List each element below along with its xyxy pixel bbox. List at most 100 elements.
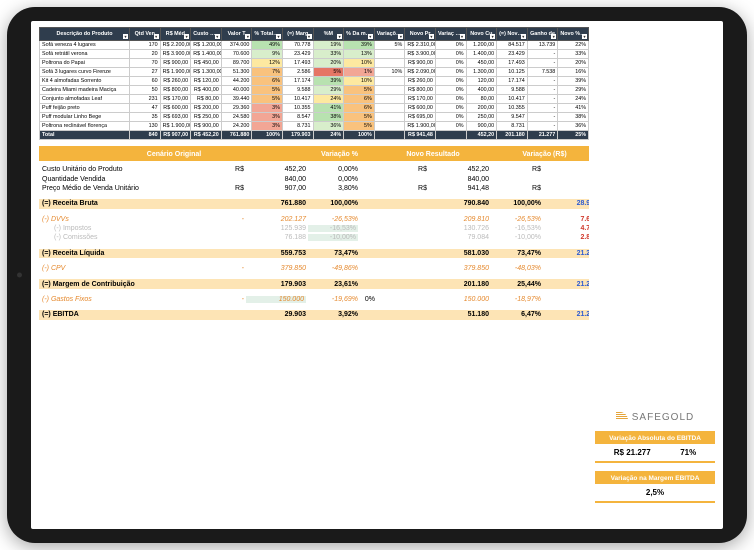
cell[interactable]: R$ 200,00	[191, 104, 222, 113]
cell[interactable]: Sofá 3 lugares curvo Firenze	[40, 68, 130, 77]
cell[interactable]: 6%	[344, 95, 375, 104]
cell[interactable]	[374, 113, 405, 122]
cell[interactable]: R$ 2.310,00	[405, 41, 436, 50]
cell[interactable]: 900,00	[466, 122, 497, 131]
cell[interactable]: 170	[130, 41, 161, 50]
col-header[interactable]: (=) Nova Margem▾	[497, 28, 528, 41]
table-row[interactable]: Puff feijão preto47R$ 600,00R$ 200,0029.…	[40, 104, 589, 113]
col-header[interactable]: (=) Marg▾	[282, 28, 313, 41]
cell[interactable]: Kit 4 almofadas Sorrento	[40, 77, 130, 86]
filter-icon[interactable]: ▾	[184, 34, 189, 39]
cell[interactable]: 374.000	[221, 41, 252, 50]
cell[interactable]: 36%	[558, 122, 589, 131]
cell[interactable]: R$ 2.090,00	[405, 68, 436, 77]
cell[interactable]: 0%	[435, 68, 466, 77]
filter-icon[interactable]: ▾	[551, 34, 556, 39]
cell[interactable]: 13.739	[527, 41, 558, 50]
cell[interactable]: R$ 1.300,00	[191, 68, 222, 77]
col-header[interactable]: Novo Cu▾	[466, 28, 497, 41]
cell[interactable]: 23.429	[497, 50, 528, 59]
cell[interactable]: 20%	[558, 59, 589, 68]
cell[interactable]: 3%	[252, 113, 283, 122]
col-header[interactable]: %M▾	[313, 28, 344, 41]
cell[interactable]: 8.731	[497, 122, 528, 131]
cell[interactable]: 29.360	[221, 104, 252, 113]
cell[interactable]: 51.300	[221, 68, 252, 77]
cell[interactable]: 6%	[344, 104, 375, 113]
cell[interactable]: 29%	[558, 86, 589, 95]
cell[interactable]: 250,00	[466, 113, 497, 122]
cell[interactable]: 5%	[252, 95, 283, 104]
col-header[interactable]: Valor T▾	[221, 28, 252, 41]
cell[interactable]: Conjunto almofadas Leaf	[40, 95, 130, 104]
cell[interactable]: 10%	[344, 59, 375, 68]
cell[interactable]: 50	[130, 86, 161, 95]
cell[interactable]: 84.517	[497, 41, 528, 50]
cell[interactable]: 39.440	[221, 95, 252, 104]
table-row[interactable]: Poltrona reclinável florença130R$ 1.900,…	[40, 122, 589, 131]
cell[interactable]: 1%	[344, 68, 375, 77]
cell[interactable]: 400,00	[466, 86, 497, 95]
cell[interactable]: R$ 1.900,00	[160, 68, 191, 77]
cell[interactable]: R$ 900,00	[405, 59, 436, 68]
cell[interactable]: -	[527, 59, 558, 68]
cell[interactable]: R$ 800,00	[405, 86, 436, 95]
cell[interactable]	[374, 122, 405, 131]
cell[interactable]: 6%	[252, 77, 283, 86]
cell[interactable]: 0%	[435, 95, 466, 104]
cell[interactable]: 70.600	[221, 50, 252, 59]
cell[interactable]: 20%	[313, 59, 344, 68]
cell[interactable]: R$ 900,00	[191, 122, 222, 131]
cell[interactable]: 49%	[252, 41, 283, 50]
cell[interactable]: 24.580	[221, 113, 252, 122]
cell[interactable]	[374, 50, 405, 59]
col-header[interactable]: Ganho de▾	[527, 28, 558, 41]
cell[interactable]: R$ 1.900,00	[160, 122, 191, 131]
cell[interactable]: 80,00	[466, 95, 497, 104]
cell[interactable]: 10%	[374, 68, 405, 77]
col-header[interactable]: Descrição do Produto▾	[40, 28, 130, 41]
cell[interactable]: Cadeira Miami madeira Maciça	[40, 86, 130, 95]
table-row[interactable]: Poltrona do Papai70R$ 900,00R$ 450,0089.…	[40, 59, 589, 68]
filter-icon[interactable]: ▾	[276, 34, 281, 39]
col-header[interactable]: Novo % MC▾	[558, 28, 589, 41]
cell[interactable]: R$ 900,00	[160, 59, 191, 68]
cell[interactable]: 0%	[435, 86, 466, 95]
cell[interactable]: R$ 450,00	[191, 59, 222, 68]
cell[interactable]: 130	[130, 122, 161, 131]
table-row[interactable]: Kit 4 almofadas Sorrento60R$ 260,00R$ 12…	[40, 77, 589, 86]
cell[interactable]	[374, 104, 405, 113]
cell[interactable]: 29%	[313, 86, 344, 95]
cell[interactable]: 10.355	[282, 104, 313, 113]
cell[interactable]: -	[527, 50, 558, 59]
cell[interactable]: R$ 693,00	[160, 113, 191, 122]
table-row[interactable]: Sofá 3 lugares curvo Firenze27R$ 1.900,0…	[40, 68, 589, 77]
cell[interactable]	[374, 86, 405, 95]
cell[interactable]	[374, 59, 405, 68]
cell[interactable]: 450,00	[466, 59, 497, 68]
cell[interactable]: -	[527, 77, 558, 86]
cell[interactable]: R$ 2.200,00	[160, 41, 191, 50]
cell[interactable]: 60	[130, 77, 161, 86]
filter-icon[interactable]: ▾	[307, 34, 312, 39]
cell[interactable]: 0%	[435, 77, 466, 86]
cell[interactable]: 70.778	[282, 41, 313, 50]
cell[interactable]: 10.125	[497, 68, 528, 77]
cell[interactable]: R$ 260,00	[160, 77, 191, 86]
cell[interactable]: 47	[130, 104, 161, 113]
cell[interactable]: 9.547	[497, 113, 528, 122]
cell[interactable]: 5%	[252, 86, 283, 95]
filter-icon[interactable]: ▾	[460, 34, 465, 39]
col-header[interactable]: Novo Pr▾	[405, 28, 436, 41]
col-header[interactable]: Qtd Ven▾	[130, 28, 161, 41]
cell[interactable]: 17.493	[497, 59, 528, 68]
cell[interactable]: Poltrona reclinável florença	[40, 122, 130, 131]
cell[interactable]: 13%	[344, 50, 375, 59]
cell[interactable]: 0%	[435, 59, 466, 68]
cell[interactable]: 38%	[313, 113, 344, 122]
cell[interactable]: R$ 695,00	[405, 113, 436, 122]
cell[interactable]: R$ 600,00	[160, 104, 191, 113]
cell[interactable]: 1.400,00	[466, 50, 497, 59]
cell[interactable]: 17.174	[282, 77, 313, 86]
cell[interactable]: R$ 3.900,00	[405, 50, 436, 59]
